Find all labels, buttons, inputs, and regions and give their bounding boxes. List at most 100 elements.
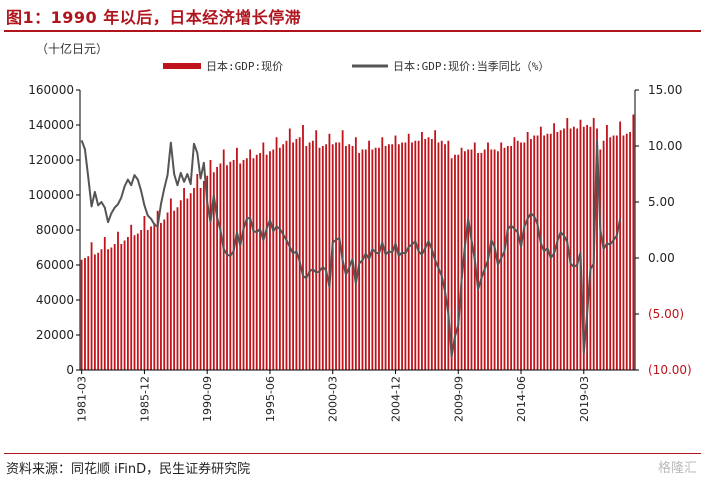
gdp-bar (226, 165, 228, 370)
gdp-bar (391, 144, 394, 370)
legend-bar-label: 日本:GDP:现价 (206, 59, 283, 73)
x-tick-label: 2000-03 (327, 376, 340, 422)
gdp-bar (315, 130, 318, 370)
source-divider (4, 453, 701, 454)
gdp-bar (275, 137, 278, 370)
gdp-bar (183, 188, 185, 370)
gdp-bar (530, 139, 532, 370)
gdp-bar (576, 128, 579, 370)
gdp-bar (513, 137, 516, 370)
gdp-bar (523, 142, 526, 370)
gdp-bar (196, 174, 199, 370)
gdp-bar (549, 133, 552, 370)
gdp-bar (457, 154, 460, 370)
gdp-bar (117, 231, 119, 370)
gdp-bar (328, 133, 331, 370)
gdp-bar (450, 158, 453, 370)
gdp-bar (249, 149, 252, 370)
gdp-bar (219, 163, 222, 370)
gdp-bar (480, 153, 483, 370)
gdp-bar (536, 135, 539, 370)
gdp-bar (173, 210, 176, 370)
x-tick-label: 1995-06 (264, 376, 277, 422)
gdp-bar (206, 175, 209, 370)
gdp-bar (156, 210, 159, 370)
gdp-bar (331, 144, 334, 370)
gdp-bar (599, 149, 602, 370)
gdp-bar (318, 147, 321, 370)
gdp-bar (298, 137, 301, 370)
gdp-bar (269, 151, 271, 370)
gdp-bar (421, 132, 423, 370)
gdp-bar (107, 249, 109, 370)
gdp-bar (596, 128, 598, 370)
gdp-bar (510, 146, 513, 370)
unit-label: （十亿日元） (36, 42, 109, 56)
gdp-bar (308, 142, 311, 370)
gdp-bar (160, 223, 162, 370)
gdp-bar (136, 233, 139, 370)
left-tick-label: 40000 (36, 293, 74, 307)
gdp-bar (176, 207, 179, 370)
gdp-bar (242, 160, 245, 370)
gdp-bar (516, 140, 519, 370)
gdp-bar (202, 181, 205, 370)
gdp-bar (259, 153, 261, 370)
gdp-bar (602, 140, 605, 370)
gdp-bar (345, 146, 347, 370)
gdp-bar (622, 135, 625, 370)
gdp-bar (189, 193, 192, 370)
gdp-bar (236, 147, 238, 370)
gdp-bar (169, 198, 172, 370)
gdp-bar (404, 142, 407, 370)
right-tick-label: 15.00 (648, 83, 682, 97)
gdp-bar (351, 146, 354, 370)
gdp-bar (305, 146, 308, 370)
gdp-bar (239, 163, 242, 370)
gdp-bar (483, 149, 486, 370)
gdp-bar (397, 144, 400, 370)
gdp-bar (440, 140, 443, 370)
gdp-bar (629, 132, 631, 370)
gdp-bar (503, 147, 506, 370)
x-tick-label: 1990-09 (201, 376, 214, 422)
left-tick-label: 160000 (28, 83, 74, 97)
gdp-bar (302, 125, 304, 370)
gdp-bar (586, 125, 589, 370)
gdp-bar (615, 135, 618, 370)
gdp-bar (430, 139, 433, 370)
gdp-bar (609, 137, 612, 370)
gdp-bar (384, 146, 387, 370)
gdp-bar (364, 149, 367, 370)
gdp-bar (153, 223, 156, 370)
gdp-bar (130, 224, 133, 370)
gdp-bar (625, 133, 628, 370)
gdp-bar (467, 149, 470, 370)
gdp-bar (463, 151, 466, 370)
gdp-bar (490, 149, 493, 370)
gdp-bar (143, 216, 146, 370)
gdp-bar (374, 147, 377, 370)
gdp-bar (371, 149, 374, 370)
gdp-bar (619, 121, 622, 370)
gdp-bar (216, 167, 219, 370)
gdp-bar (589, 126, 592, 370)
gdp-bar (311, 140, 314, 370)
x-tick-label: 2019-03 (578, 376, 591, 422)
right-tick-label: (10.00) (648, 363, 692, 377)
left-tick-label: 120000 (28, 153, 74, 167)
gdp-bar (546, 133, 549, 370)
gdp-bar (437, 142, 440, 370)
gdp-bar (80, 259, 83, 370)
gdp-bar (539, 126, 542, 370)
gdp-bar (150, 226, 152, 370)
gdp-bar (335, 142, 337, 370)
gdp-bar (87, 256, 90, 370)
gdp-bar (140, 230, 143, 370)
gdp-bar (572, 126, 575, 370)
right-tick-label: (5.00) (648, 307, 684, 321)
gdp-bar (447, 140, 450, 370)
gdp-bar (553, 123, 555, 370)
gdp-bar (133, 235, 136, 370)
